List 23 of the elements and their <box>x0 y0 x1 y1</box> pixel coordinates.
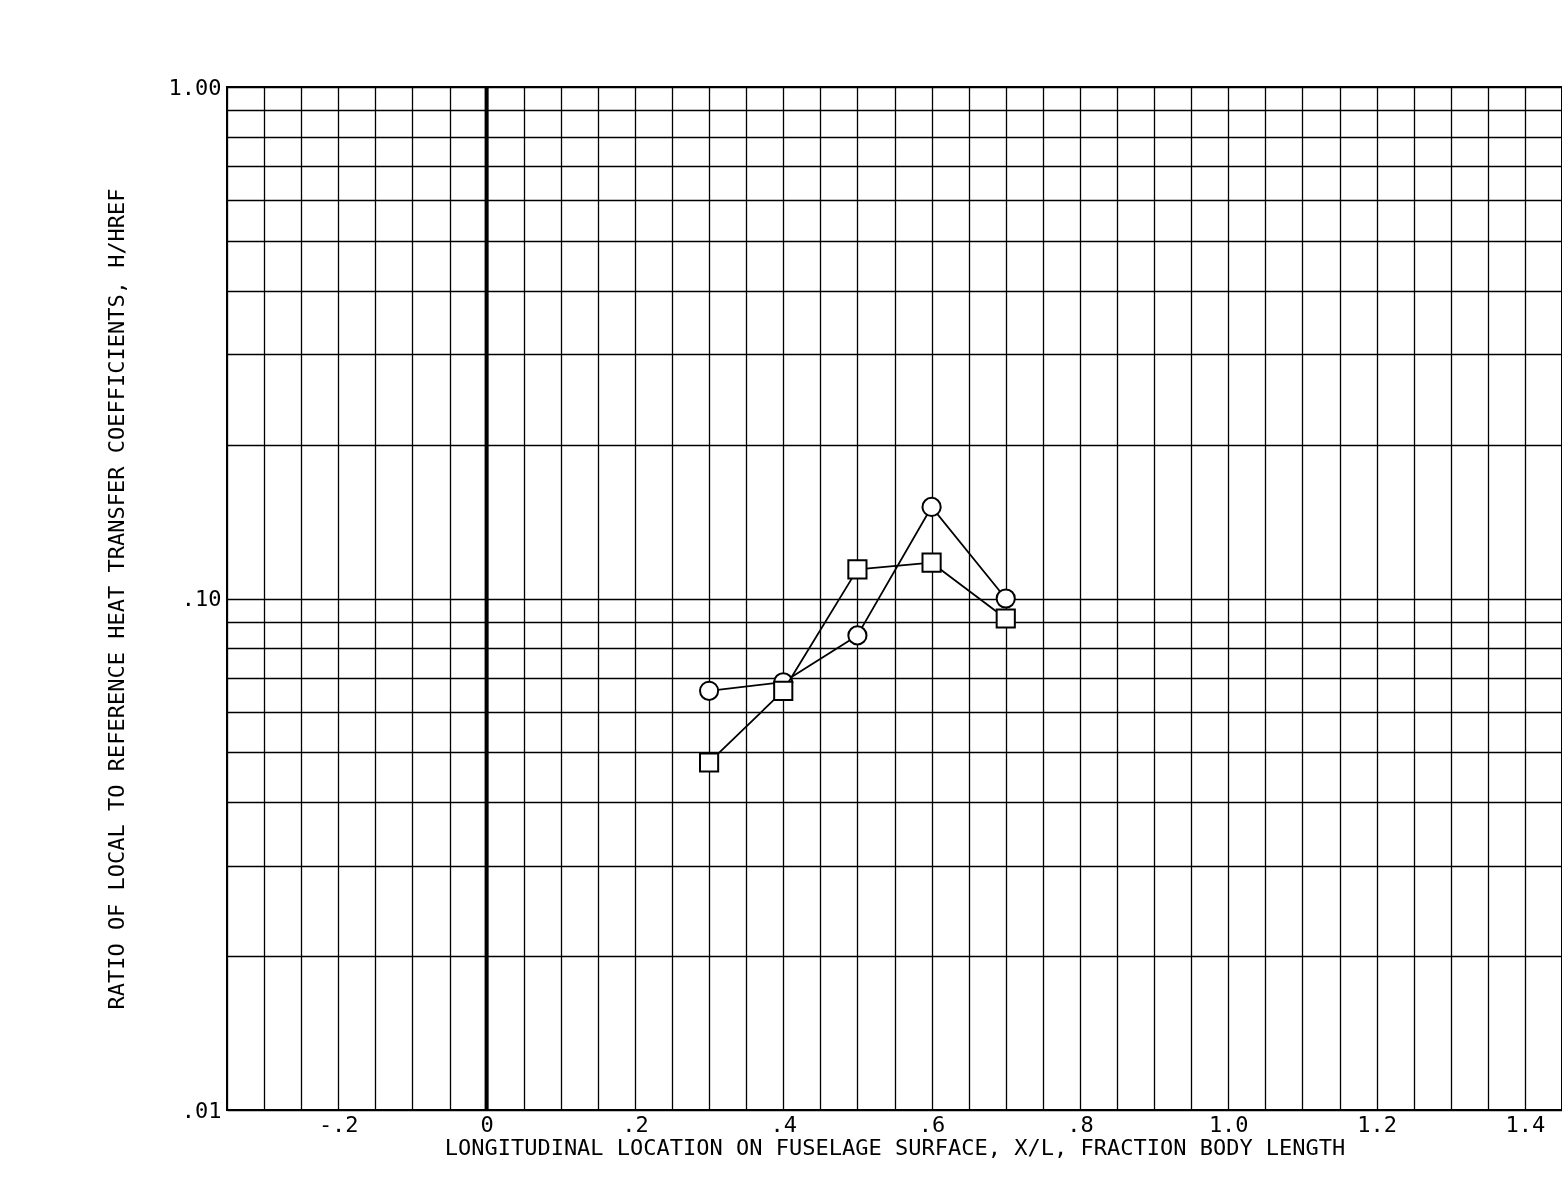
point <box>921 552 942 573</box>
x-tick-label: 0 <box>480 1111 494 1137</box>
point <box>995 608 1016 629</box>
x-tick-label: .2 <box>622 1111 649 1137</box>
y-tick-label: .01 <box>181 1097 222 1123</box>
point <box>847 559 868 580</box>
y-axis-title: RATIO OF LOCAL TO REFERENCE HEAT TRANSFER COEFFICIENTS, H/HREF <box>103 188 129 1010</box>
x-tick-label: 1.4 <box>1505 1111 1546 1137</box>
x-tick-label: .8 <box>1067 1111 1094 1137</box>
point <box>921 496 942 518</box>
x-tick-label: .4 <box>770 1111 797 1137</box>
point <box>699 752 720 773</box>
x-tick-label: -.2 <box>318 1111 359 1137</box>
point <box>847 625 868 646</box>
point <box>995 588 1016 609</box>
point <box>699 680 720 701</box>
x-tick-label: 1.0 <box>1208 1111 1249 1137</box>
y-tick-label: .10 <box>181 586 222 611</box>
y-tick-label: 1.00 <box>168 74 222 100</box>
x-tick-label: 1.2 <box>1357 1111 1397 1137</box>
x-tick-label: .6 <box>918 1111 946 1137</box>
x-axis-title: LONGITUDINAL LOCATION ON FUSELAGE SURFACE, X/L, FRACTION BODY LENGTH <box>444 1134 1346 1160</box>
point <box>773 680 794 701</box>
